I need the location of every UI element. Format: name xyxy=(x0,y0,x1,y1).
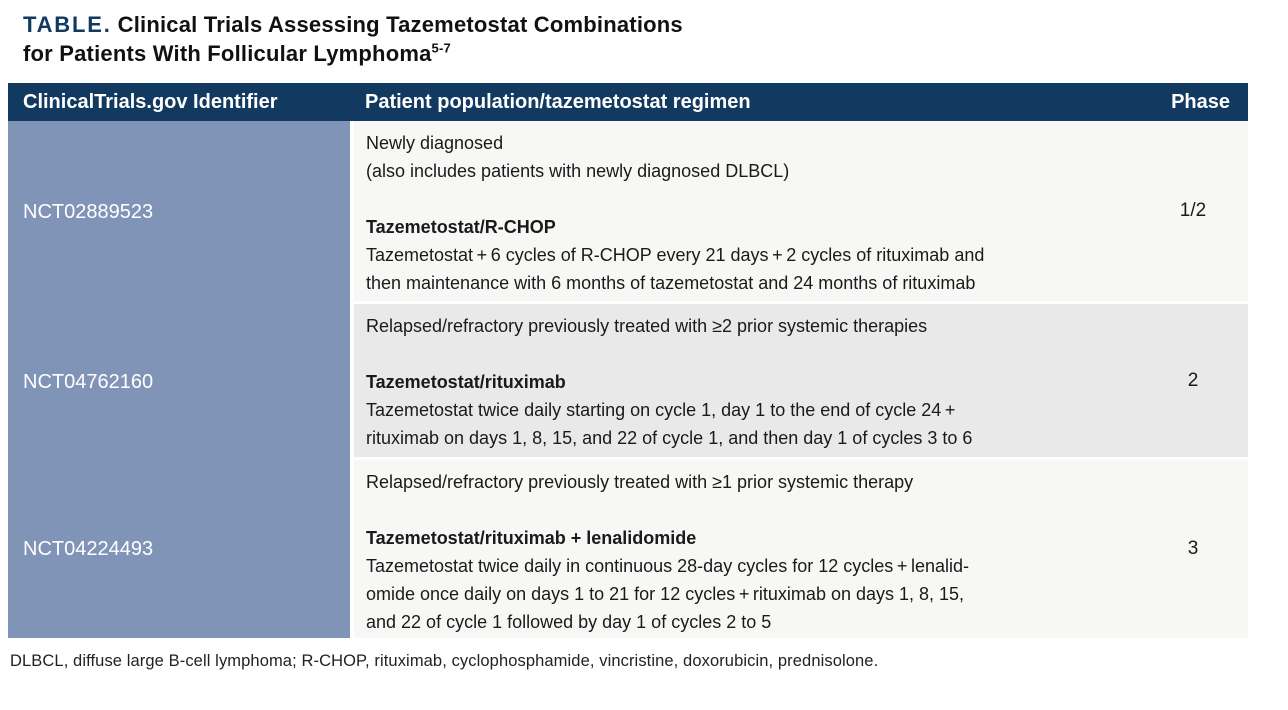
regimen-description: Tazemetostat twice daily starting on cyc… xyxy=(366,400,973,448)
patient-population: Newly diagnosed (also includes patients … xyxy=(366,133,790,181)
clinical-trials-table: ClinicalTrials.gov Identifier Patient po… xyxy=(8,83,1248,638)
header-phase: Phase xyxy=(1171,90,1230,113)
row-content: Newly diagnosed (also includes patients … xyxy=(354,121,1138,301)
table-row: Relapsed/refractory previously treated w… xyxy=(354,304,1248,457)
regimen-description: Tazemetostat twice daily in continuous 2… xyxy=(366,556,969,632)
table-row: Newly diagnosed (also includes patients … xyxy=(354,121,1248,301)
table-row: Relapsed/refractory previously treated w… xyxy=(354,460,1248,638)
table-header-row: ClinicalTrials.gov Identifier Patient po… xyxy=(8,83,1248,121)
column-separator xyxy=(350,121,354,638)
identifier-cell: NCT04762160 xyxy=(23,370,154,393)
phase-value: 2 xyxy=(1187,369,1199,391)
regimen-name: Tazemetostat/rituximab xyxy=(366,372,566,392)
table-title-text1: Clinical Trials Assessing Tazemetostat C… xyxy=(117,12,683,37)
identifier-cell: NCT04224493 xyxy=(23,537,154,560)
identifier-cell: NCT02889523 xyxy=(23,201,154,223)
header-population-regimen: Patient population/tazemetostat regimen xyxy=(365,90,751,113)
abbreviations-footnote: DLBCL, diffuse large B-cell lymphoma; R-… xyxy=(10,652,879,670)
page: TABLE. Clinical Trials Assessing Tazemeto… xyxy=(8,10,1288,670)
table-title-line2: for Patients With Follicular Lymphoma5-7 xyxy=(23,39,1288,68)
row-content: Relapsed/refractory previously treated w… xyxy=(354,304,1138,457)
table-title-text2: for Patients With Follicular Lymphoma xyxy=(23,41,432,66)
table-title: TABLE. Clinical Trials Assessing Tazemeto… xyxy=(23,10,1288,68)
phase-value: 1/2 xyxy=(1179,200,1207,221)
reference-superscript: 5-7 xyxy=(431,40,451,56)
patient-population: Relapsed/refractory previously treated w… xyxy=(366,316,928,336)
identifier-column: NCT02889523 NCT04762160 NCT04224493 xyxy=(8,121,350,638)
table-title-line1: TABLE. Clinical Trials Assessing Tazemeto… xyxy=(23,10,1288,39)
table-label: TABLE. xyxy=(23,12,112,37)
row-content: Relapsed/refractory previously treated w… xyxy=(354,460,1138,638)
patient-population: Relapsed/refractory previously treated w… xyxy=(366,472,914,492)
content-rows: Newly diagnosed (also includes patients … xyxy=(354,121,1248,638)
header-identifier: ClinicalTrials.gov Identifier xyxy=(23,90,278,113)
table-body: NCT02889523 NCT04762160 NCT04224493 Newl… xyxy=(8,121,1248,638)
phase-value: 3 xyxy=(1187,538,1199,559)
regimen-name: Tazemetostat/R-CHOP xyxy=(366,217,556,237)
regimen-description: Tazemetostat + 6 cycles of R-CHOP every … xyxy=(366,245,985,293)
regimen-name: Tazemetostat/rituximab + lenalidomide xyxy=(366,528,697,548)
